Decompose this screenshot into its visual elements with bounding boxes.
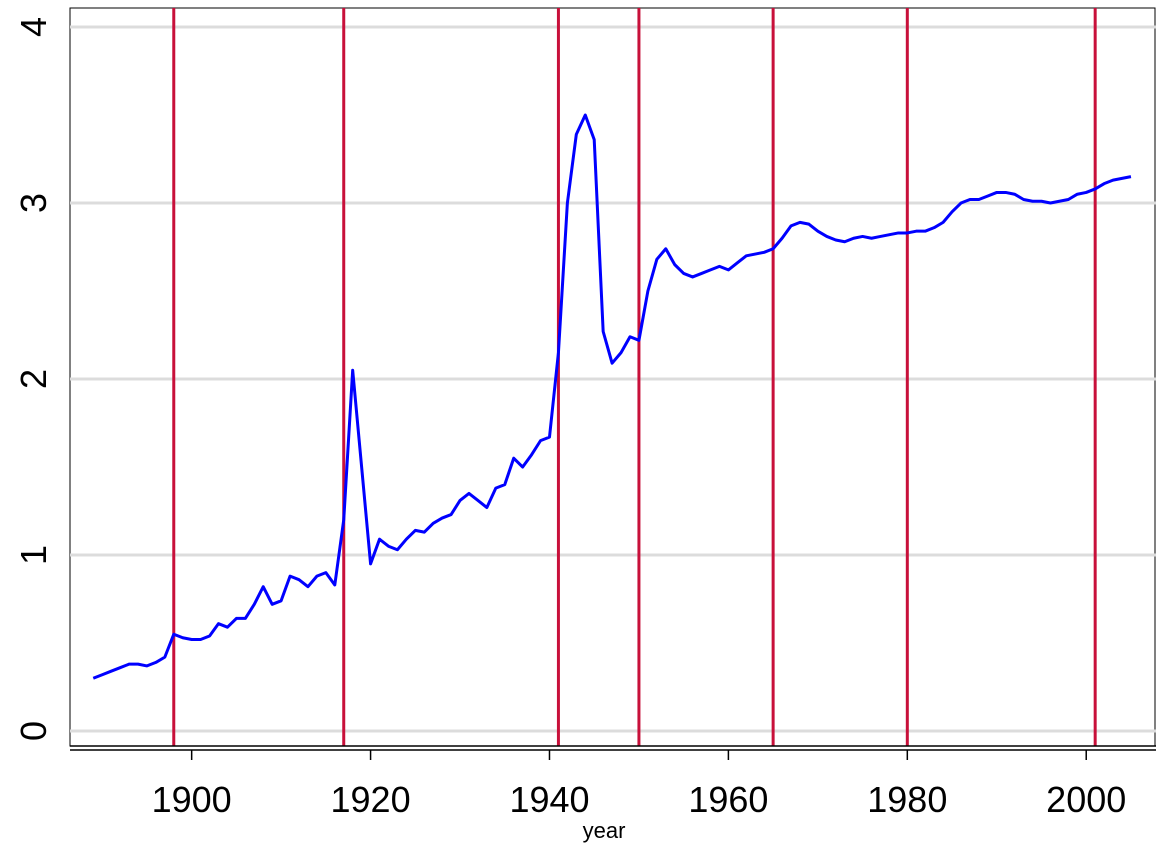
y-tick-label: 3 — [13, 193, 54, 213]
x-tick-label: 1940 — [509, 779, 589, 820]
y-tick-label: 1 — [13, 545, 54, 565]
y-tick-label: 0 — [13, 721, 54, 741]
x-tick-label: 1900 — [152, 779, 232, 820]
y-tick-label: 2 — [13, 369, 54, 389]
x-tick-label: 2000 — [1046, 779, 1126, 820]
x-axis-label: year — [583, 818, 626, 843]
y-tick-label: 4 — [13, 17, 54, 37]
x-tick-label: 1980 — [867, 779, 947, 820]
data-line — [92, 113, 1132, 680]
x-tick-label: 1920 — [331, 779, 411, 820]
x-tick-label: 1960 — [688, 779, 768, 820]
plot-frame — [69, 7, 1156, 747]
